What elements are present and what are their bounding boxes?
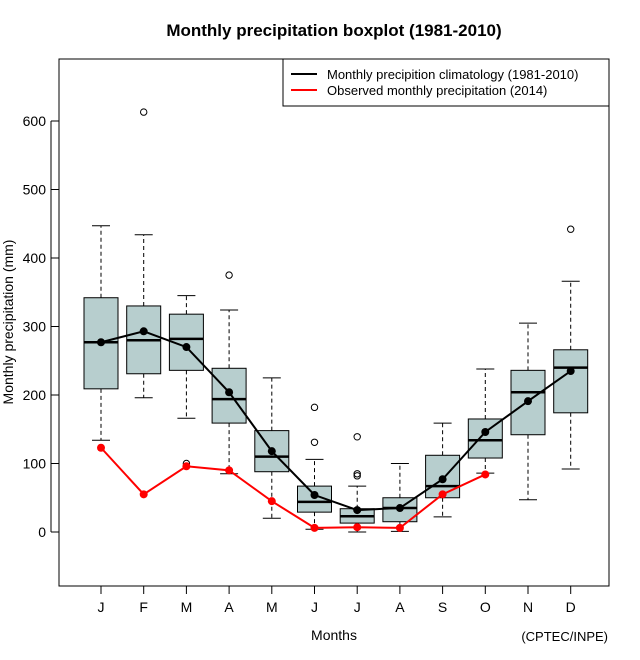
- series-point-0: [524, 397, 532, 406]
- series-lines: [97, 327, 575, 532]
- series-point-1: [139, 490, 148, 499]
- legend: Monthly precipition climatology (1981-20…: [282, 58, 610, 107]
- series-point-1: [353, 523, 362, 532]
- box-11: [553, 225, 589, 470]
- y-tick-label: 300: [23, 319, 47, 335]
- series-point-0: [481, 427, 490, 436]
- outlier-point: [353, 472, 361, 480]
- y-tick-label: 400: [23, 250, 47, 266]
- x-tick-label: N: [523, 599, 533, 615]
- y-tick-label: 0: [38, 524, 46, 540]
- x-tick-label: M: [181, 599, 193, 615]
- outlier-point: [353, 433, 361, 441]
- box-10: [510, 322, 546, 501]
- series-point-0: [310, 491, 319, 500]
- x-tick-label: A: [224, 599, 234, 615]
- outlier-point: [140, 108, 148, 116]
- outlier-point: [225, 271, 233, 279]
- series-point-0: [139, 327, 148, 336]
- outlier-point: [310, 403, 319, 412]
- x-tick-label: A: [395, 599, 405, 615]
- y-axis-label: Monthly precipitation (mm): [0, 240, 16, 405]
- legend-label-observed: Observed monthly precipitation (2014): [327, 83, 547, 98]
- box-7: [382, 463, 418, 532]
- y-tick-label: 500: [23, 182, 47, 198]
- outlier-point: [567, 225, 575, 233]
- series-point-1: [182, 462, 191, 471]
- series-point-1: [481, 470, 490, 479]
- series-point-1: [267, 497, 276, 506]
- series-line-1: [100, 447, 486, 529]
- x-tick-label: M: [266, 599, 278, 615]
- x-tick-label: O: [480, 599, 491, 615]
- outlier-point: [310, 438, 319, 446]
- series-point-0: [267, 447, 276, 456]
- series-line-0: [100, 330, 572, 512]
- box-1: [126, 108, 162, 399]
- legend-frame: [282, 58, 610, 107]
- x-tick-label: J: [311, 599, 318, 615]
- series-point-0: [97, 338, 105, 347]
- box-2: [168, 295, 204, 468]
- series-point-1: [97, 443, 105, 452]
- y-tick-label: 200: [23, 387, 47, 403]
- box-5: [297, 403, 332, 530]
- chart-title: Monthly precipitation boxplot (1981-2010…: [166, 21, 501, 40]
- x-tick-label: J: [354, 599, 361, 615]
- series-point-0: [225, 388, 234, 397]
- series-point-0: [438, 475, 447, 484]
- iqr-box: [467, 418, 503, 459]
- series-point-1: [310, 523, 319, 532]
- series-point-0: [566, 367, 575, 376]
- outlier-point: [353, 470, 361, 478]
- y-tick-label: 600: [23, 113, 47, 129]
- box-6: [339, 433, 375, 533]
- box-9: [467, 368, 503, 474]
- series-point-0: [395, 504, 404, 513]
- x-tick-label: F: [139, 599, 148, 615]
- x-axis-label: Months: [311, 627, 357, 643]
- series-point-0: [353, 506, 362, 515]
- iqr-box: [168, 313, 204, 371]
- x-tick-label: S: [438, 599, 447, 615]
- box-0: [83, 225, 119, 441]
- credit-text: (CPTEC/INPE): [521, 629, 608, 644]
- iqr-box: [553, 349, 589, 414]
- y-axis: 0 100 200 300 400 500 600: [23, 113, 59, 540]
- iqr-box: [254, 430, 290, 473]
- series-point-1: [395, 523, 404, 532]
- series-point-0: [182, 343, 191, 352]
- series-point-1: [225, 466, 234, 475]
- series-point-1: [438, 490, 447, 499]
- x-tick-label: D: [566, 599, 576, 615]
- x-tick-label: J: [98, 599, 105, 615]
- box-3: [211, 271, 247, 475]
- boxes: [83, 108, 589, 533]
- legend-label-climatology: Monthly precipition climatology (1981-20…: [327, 67, 578, 82]
- y-tick-label: 100: [23, 456, 47, 472]
- box-4: [254, 377, 290, 519]
